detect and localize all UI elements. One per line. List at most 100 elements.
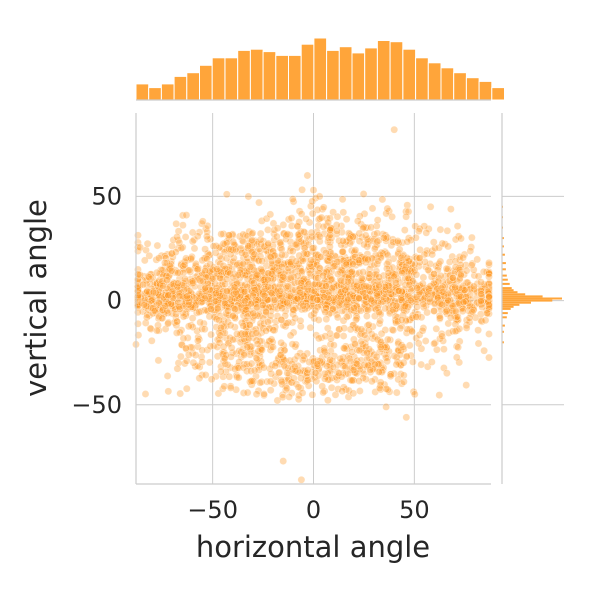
scatter-point [283, 230, 292, 238]
scatter-point [175, 238, 184, 247]
scatter-point [462, 324, 471, 332]
scatter-point [173, 317, 181, 326]
scatter-point [207, 305, 215, 313]
scatter-point [225, 372, 234, 381]
scatter-point [234, 373, 243, 382]
scatter-point [326, 226, 334, 234]
scatter-point [309, 186, 318, 194]
scatter-point [182, 384, 191, 393]
right-hist-bar [502, 287, 512, 290]
scatter-point [316, 232, 324, 241]
scatter-point [426, 202, 435, 211]
scatter-point [418, 326, 427, 335]
scatter-point [264, 282, 272, 291]
scatter-point [143, 313, 151, 322]
scatter-point [402, 413, 411, 422]
scatter-point [424, 290, 432, 299]
scatter-point [215, 316, 224, 325]
scatter-point [485, 330, 493, 338]
scatter-point [179, 312, 188, 321]
scatter-point [230, 283, 239, 292]
scatter-point [244, 192, 253, 201]
scatter-point [234, 270, 243, 279]
scatter-point [403, 237, 412, 246]
scatter-point [297, 278, 305, 287]
scatter-point [338, 387, 347, 395]
scatter-point [241, 250, 250, 259]
scatter-point [444, 242, 452, 251]
top-hist-bar [427, 62, 442, 101]
scatter-point [365, 270, 374, 279]
scatter-point [338, 195, 347, 204]
scatter-point [343, 277, 352, 286]
scatter-point [315, 192, 324, 201]
scatter-point [319, 271, 328, 280]
scatter-point [181, 233, 190, 241]
scatter-point [384, 269, 393, 277]
scatter-point [196, 318, 205, 327]
scatter-point [279, 272, 287, 281]
top-hist-bar [351, 52, 366, 101]
scatter-point [260, 291, 269, 300]
scatter-point [402, 352, 411, 361]
scatter-point [255, 198, 263, 207]
scatter-point [485, 301, 493, 309]
scatter-point [141, 390, 150, 398]
top-hist-bar [199, 64, 213, 101]
scatter-point [459, 298, 468, 307]
scatter-point [322, 315, 331, 324]
scatter-point [299, 301, 308, 310]
scatter-point [344, 295, 352, 304]
scatter-point [296, 288, 305, 297]
scatter-point [293, 222, 302, 231]
scatter-point [436, 257, 445, 266]
scatter-point [317, 213, 326, 222]
scatter-point [319, 293, 328, 301]
scatter-point [395, 245, 404, 254]
scatter-point [351, 339, 359, 348]
scatter-point [205, 358, 214, 367]
scatter-point [468, 233, 476, 242]
scatter-point [397, 291, 405, 300]
scatter-point [198, 346, 207, 355]
scatter-point [155, 254, 163, 262]
scatter-point [349, 389, 358, 398]
scatter-point [361, 231, 370, 240]
scatter-point [262, 308, 270, 317]
scatter-point [373, 291, 382, 300]
x-tick-label: 0 [306, 496, 321, 524]
scatter-point [477, 290, 486, 299]
scatter-point [453, 222, 462, 230]
scatter-point [356, 387, 364, 395]
scatter-point [150, 307, 159, 315]
scatter-point [269, 343, 277, 351]
top-hist-bar [491, 87, 505, 101]
scatter-point [260, 390, 268, 398]
scatter-point [201, 245, 209, 254]
scatter-point [359, 268, 367, 276]
scatter-point [311, 306, 320, 315]
scatter-point [222, 275, 231, 284]
scatter-point [430, 307, 438, 315]
scatter-point [258, 346, 266, 354]
scatter-point [368, 204, 377, 213]
scatter-point [352, 308, 361, 316]
top-hist-bar [338, 46, 353, 101]
scatter-point [206, 342, 215, 351]
scatter-point [400, 377, 408, 386]
scatter-point [396, 324, 405, 333]
scatter-point [217, 367, 225, 376]
scatter-point [481, 316, 490, 325]
scatter-point [399, 358, 408, 367]
scatter-point [398, 269, 407, 277]
scatter-point [188, 277, 197, 286]
scatter-point [330, 262, 339, 270]
scatter-point [247, 377, 256, 386]
scatter-point [364, 320, 373, 329]
y-tick-label: 50 [91, 182, 122, 210]
scatter-point [483, 309, 492, 318]
scatter-point [195, 308, 203, 316]
scatter-point [253, 271, 262, 279]
scatter-point [381, 283, 390, 291]
scatter-point [172, 329, 181, 337]
